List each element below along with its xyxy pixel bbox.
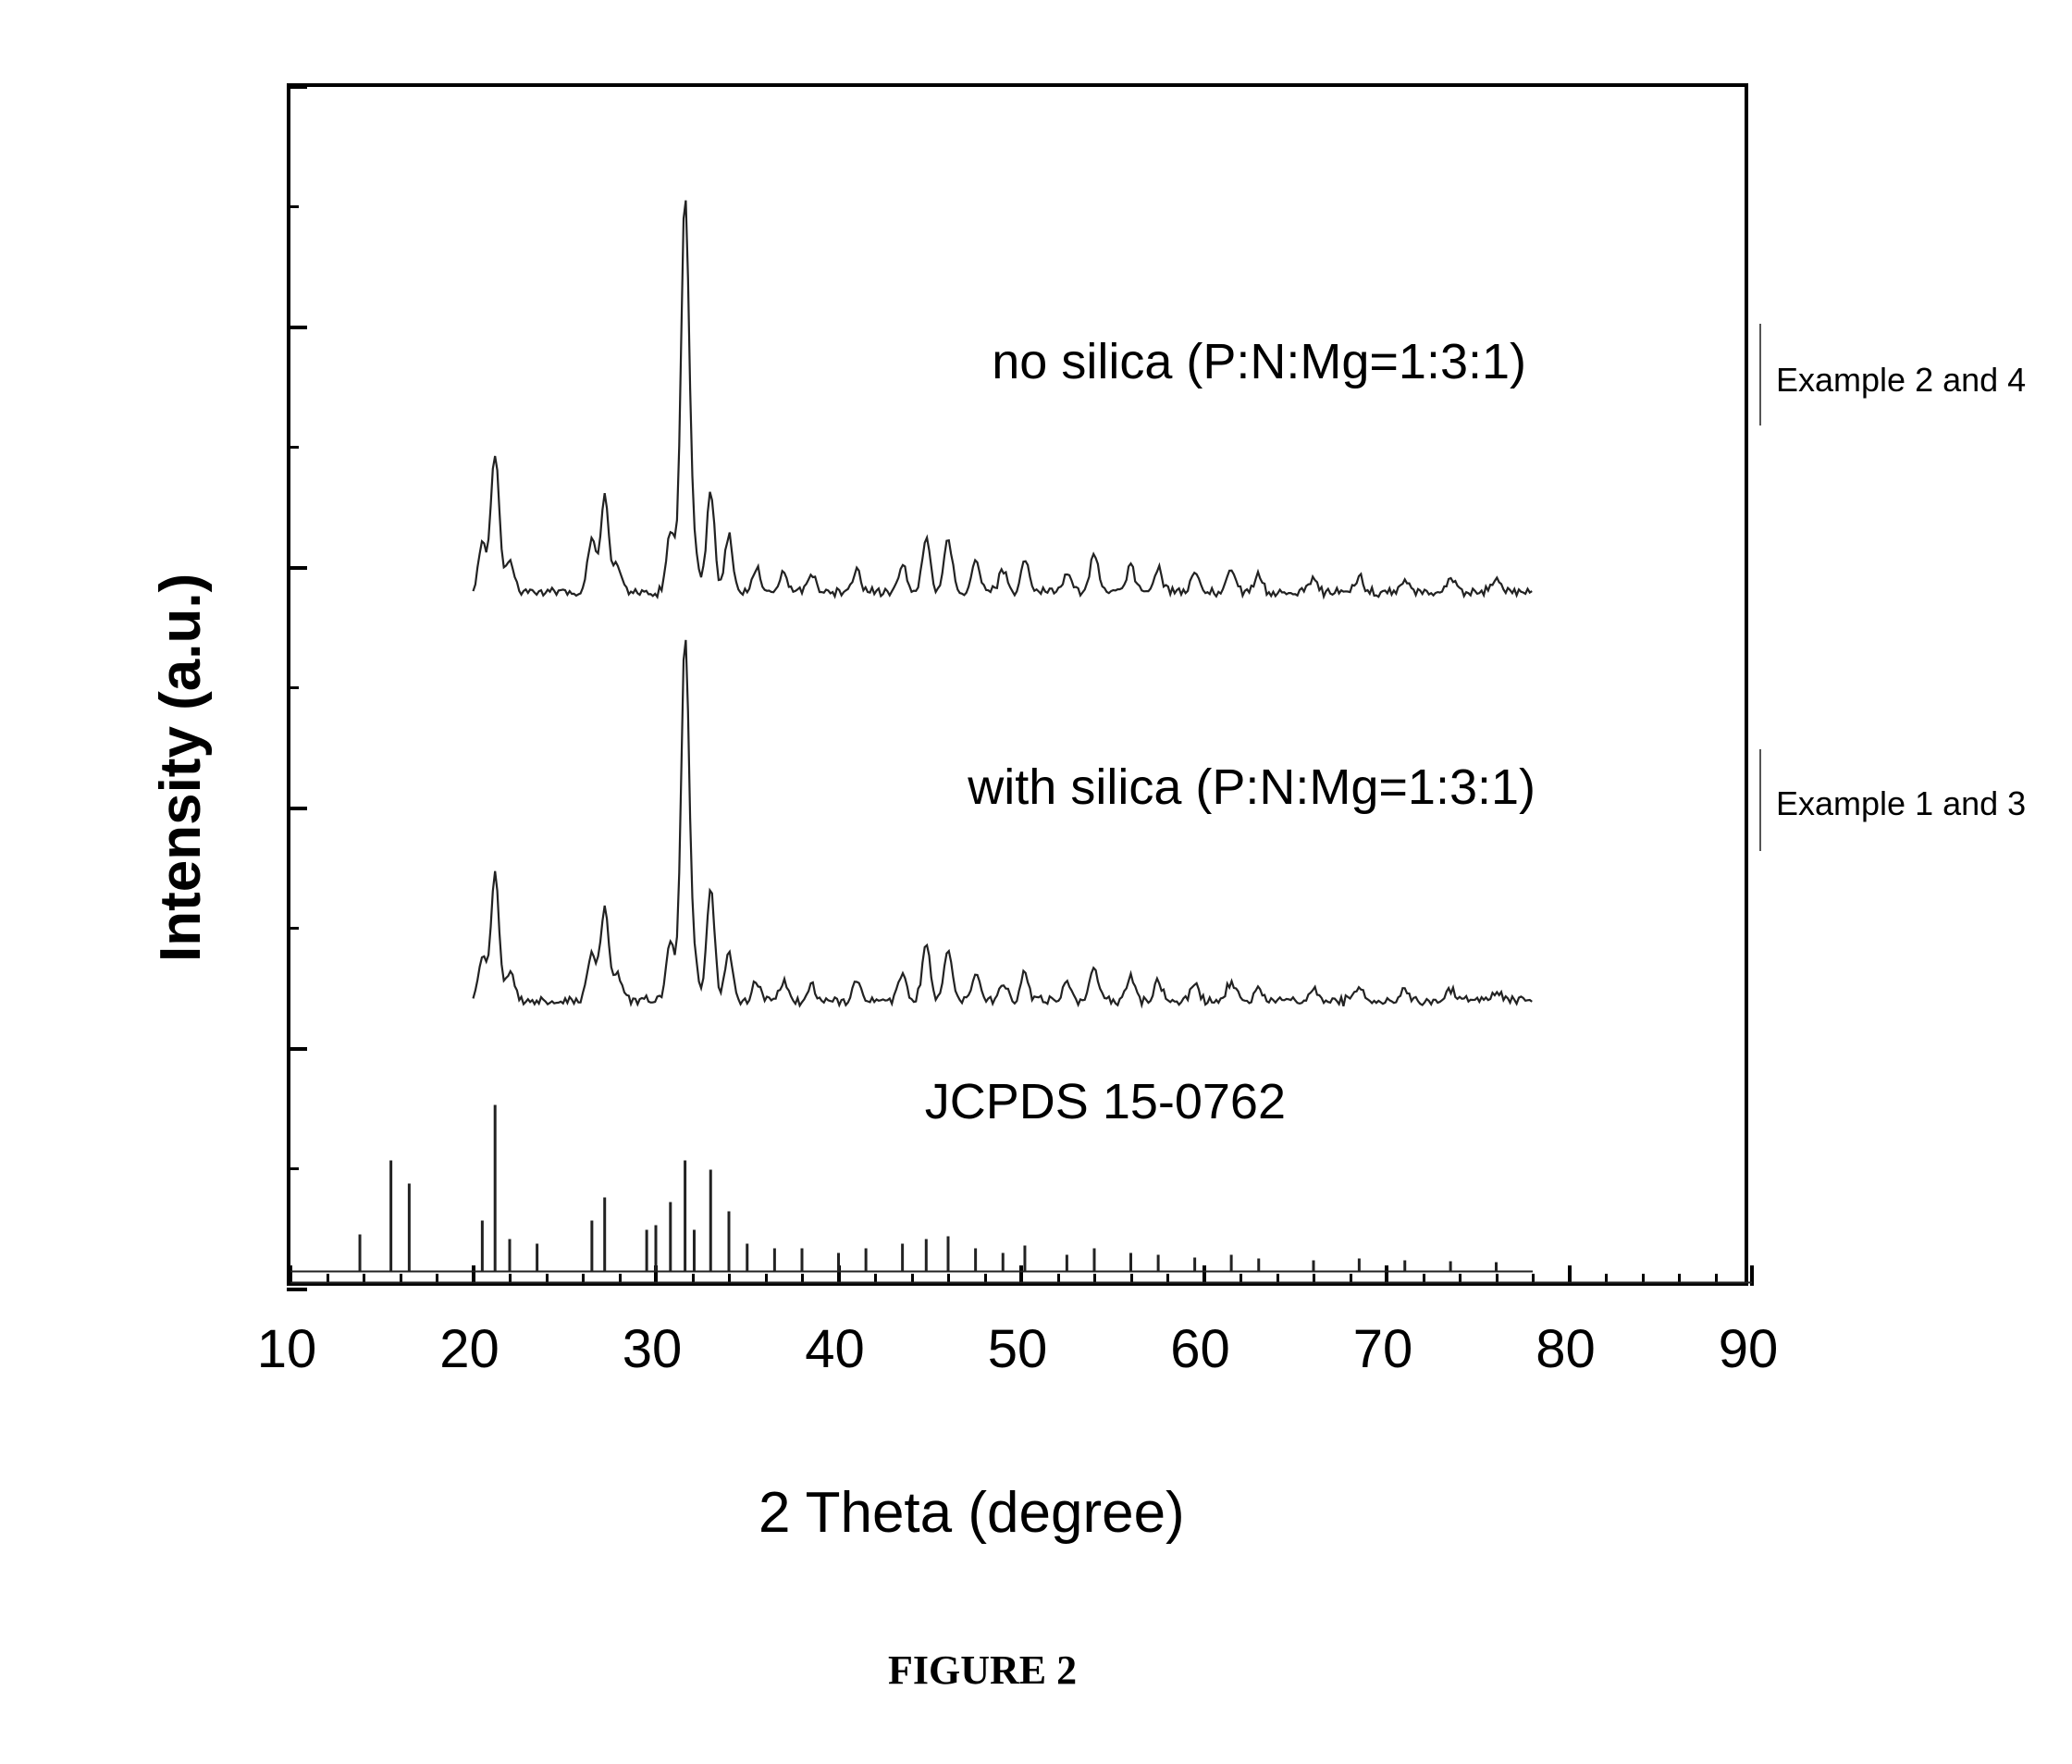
x-tick-label: 90 (1711, 1318, 1785, 1380)
x-tick-label: 50 (980, 1318, 1054, 1380)
side-separator-bottom (1759, 749, 1761, 851)
side-label-with-silica: Example 1 and 3 (1776, 784, 2026, 823)
x-tick-label: 80 (1529, 1318, 1603, 1380)
x-tick-label: 70 (1346, 1318, 1420, 1380)
series-label-no-silica: no silica (P:N:Mg=1:3:1) (814, 333, 1526, 390)
y-axis-label: Intensity (a.u.) (148, 574, 214, 962)
series-label-jcpds: JCPDS 15-0762 (879, 1073, 1286, 1130)
x-tick-label: 40 (798, 1318, 872, 1380)
series-label-with-silica: with silica (P:N:Mg=1:3:1) (796, 759, 1536, 816)
x-tick-label: 30 (615, 1318, 689, 1380)
side-separator-top (1759, 324, 1761, 426)
x-axis-label: 2 Theta (degree) (758, 1480, 1185, 1546)
figure-caption: FIGURE 2 (888, 1647, 1077, 1694)
x-tick-label: 60 (1164, 1318, 1238, 1380)
x-tick-label: 10 (250, 1318, 324, 1380)
side-label-no-silica: Example 2 and 4 (1776, 361, 2026, 400)
x-tick-label: 20 (433, 1318, 507, 1380)
figure-container: Intensity (a.u.) 10 20 30 40 50 60 70 80 90 2 Th… (92, 56, 1980, 1628)
